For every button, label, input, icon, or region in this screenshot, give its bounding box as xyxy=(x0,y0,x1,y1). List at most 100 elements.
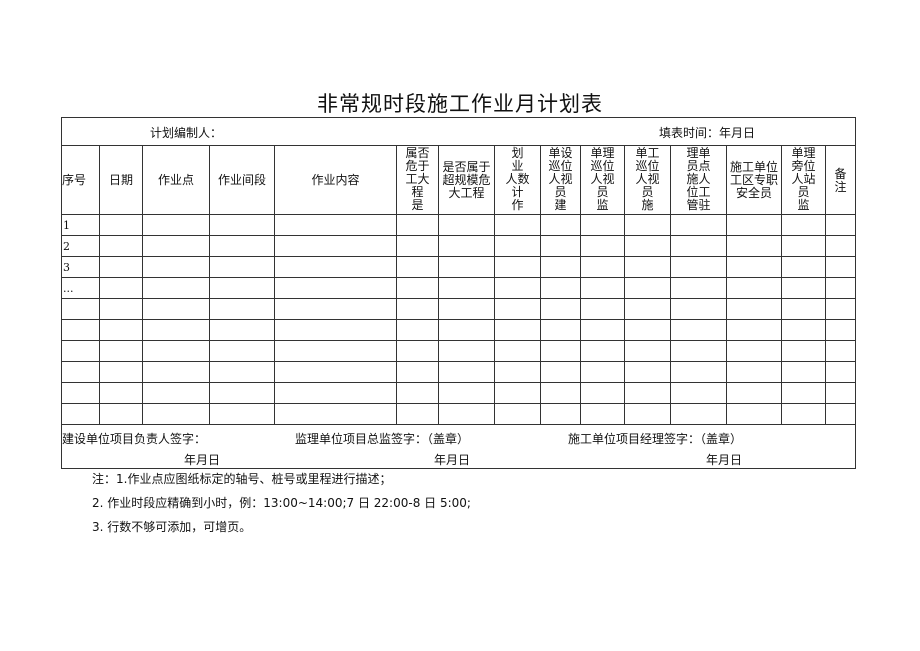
table-cell[interactable] xyxy=(142,340,210,362)
table-cell[interactable] xyxy=(494,277,541,299)
table-cell[interactable] xyxy=(142,382,210,404)
table-cell[interactable] xyxy=(438,361,495,383)
row-number[interactable] xyxy=(61,298,100,320)
table-cell[interactable] xyxy=(438,340,495,362)
table-cell[interactable] xyxy=(396,361,439,383)
table-cell[interactable] xyxy=(396,256,439,278)
row-number[interactable] xyxy=(61,382,100,404)
table-cell[interactable] xyxy=(438,277,495,299)
table-cell[interactable] xyxy=(438,382,495,404)
table-cell[interactable] xyxy=(824,340,857,362)
table-cell[interactable] xyxy=(624,214,671,236)
table-cell[interactable] xyxy=(670,403,727,425)
table-cell[interactable] xyxy=(824,382,857,404)
table-cell[interactable] xyxy=(781,361,826,383)
table-cell[interactable] xyxy=(438,256,495,278)
table-cell[interactable] xyxy=(580,235,625,257)
table-cell[interactable] xyxy=(540,319,581,341)
table-cell[interactable] xyxy=(494,298,541,320)
table-cell[interactable] xyxy=(396,403,439,425)
table-cell[interactable] xyxy=(438,298,495,320)
table-cell[interactable] xyxy=(494,382,541,404)
row-number[interactable] xyxy=(61,319,100,341)
table-cell[interactable] xyxy=(540,256,581,278)
row-number[interactable] xyxy=(61,340,100,362)
row-number[interactable] xyxy=(61,403,100,425)
table-cell[interactable] xyxy=(274,361,397,383)
table-cell[interactable] xyxy=(438,403,495,425)
row-number[interactable]: ... xyxy=(61,277,100,299)
table-cell[interactable] xyxy=(99,361,143,383)
table-cell[interactable] xyxy=(274,235,397,257)
table-cell[interactable] xyxy=(540,214,581,236)
table-cell[interactable] xyxy=(396,319,439,341)
table-cell[interactable] xyxy=(142,256,210,278)
table-cell[interactable] xyxy=(624,340,671,362)
table-cell[interactable] xyxy=(670,382,727,404)
table-cell[interactable] xyxy=(726,340,782,362)
table-cell[interactable] xyxy=(726,214,782,236)
table-cell[interactable] xyxy=(99,235,143,257)
table-cell[interactable] xyxy=(670,214,727,236)
table-cell[interactable] xyxy=(670,361,727,383)
table-cell[interactable] xyxy=(494,340,541,362)
table-cell[interactable] xyxy=(670,235,727,257)
table-cell[interactable] xyxy=(396,277,439,299)
table-cell[interactable] xyxy=(494,214,541,236)
table-cell[interactable] xyxy=(142,277,210,299)
table-cell[interactable] xyxy=(580,340,625,362)
table-cell[interactable] xyxy=(99,214,143,236)
table-cell[interactable] xyxy=(274,214,397,236)
table-cell[interactable] xyxy=(396,214,439,236)
table-cell[interactable] xyxy=(99,277,143,299)
table-cell[interactable] xyxy=(99,256,143,278)
table-cell[interactable] xyxy=(726,382,782,404)
table-cell[interactable] xyxy=(274,382,397,404)
table-cell[interactable] xyxy=(624,298,671,320)
table-cell[interactable] xyxy=(99,340,143,362)
table-cell[interactable] xyxy=(209,214,275,236)
table-cell[interactable] xyxy=(274,277,397,299)
table-cell[interactable] xyxy=(396,340,439,362)
table-cell[interactable] xyxy=(540,361,581,383)
table-cell[interactable] xyxy=(274,340,397,362)
table-cell[interactable] xyxy=(781,256,826,278)
table-cell[interactable] xyxy=(824,235,857,257)
table-cell[interactable] xyxy=(824,256,857,278)
table-cell[interactable] xyxy=(670,298,727,320)
table-cell[interactable] xyxy=(209,256,275,278)
table-cell[interactable] xyxy=(494,256,541,278)
table-cell[interactable] xyxy=(670,256,727,278)
row-number[interactable]: 3 xyxy=(61,256,100,278)
table-cell[interactable] xyxy=(142,403,210,425)
table-cell[interactable] xyxy=(824,403,857,425)
table-cell[interactable] xyxy=(438,319,495,341)
table-cell[interactable] xyxy=(726,319,782,341)
table-cell[interactable] xyxy=(494,319,541,341)
table-cell[interactable] xyxy=(824,319,857,341)
table-cell[interactable] xyxy=(142,319,210,341)
table-cell[interactable] xyxy=(209,361,275,383)
table-cell[interactable] xyxy=(781,319,826,341)
table-cell[interactable] xyxy=(580,298,625,320)
table-cell[interactable] xyxy=(209,382,275,404)
table-cell[interactable] xyxy=(142,298,210,320)
table-cell[interactable] xyxy=(624,235,671,257)
table-cell[interactable] xyxy=(781,214,826,236)
table-cell[interactable] xyxy=(540,277,581,299)
table-cell[interactable] xyxy=(142,214,210,236)
table-cell[interactable] xyxy=(438,214,495,236)
table-cell[interactable] xyxy=(209,235,275,257)
table-cell[interactable] xyxy=(580,277,625,299)
table-cell[interactable] xyxy=(580,319,625,341)
table-cell[interactable] xyxy=(580,403,625,425)
table-cell[interactable] xyxy=(209,277,275,299)
table-cell[interactable] xyxy=(824,277,857,299)
table-cell[interactable] xyxy=(142,361,210,383)
table-cell[interactable] xyxy=(580,256,625,278)
table-cell[interactable] xyxy=(726,235,782,257)
row-number[interactable]: 2 xyxy=(61,235,100,257)
table-cell[interactable] xyxy=(726,277,782,299)
table-cell[interactable] xyxy=(670,277,727,299)
table-cell[interactable] xyxy=(99,382,143,404)
